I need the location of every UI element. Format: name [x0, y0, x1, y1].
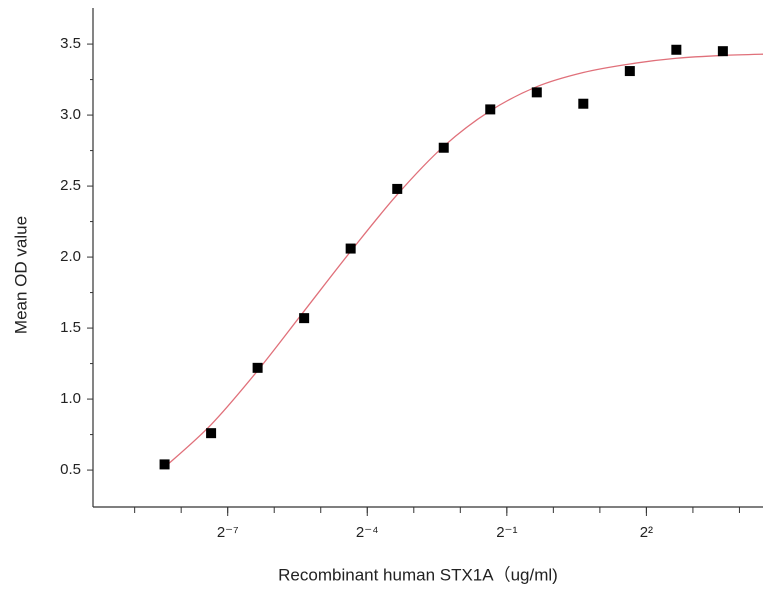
y-axis-title: Mean OD value	[11, 216, 30, 334]
data-point	[299, 313, 310, 324]
y-tick-label: 0.5	[60, 461, 81, 478]
data-point	[392, 183, 403, 194]
x-tick-label: 2⁻⁷	[217, 524, 239, 541]
data-point	[624, 66, 635, 77]
fit-curve	[164, 53, 763, 468]
x-tick-label: 2²	[640, 524, 653, 541]
y-tick-label: 2.5	[60, 177, 81, 194]
y-tick-label: 1.5	[60, 319, 81, 336]
y-tick-label: 3.5	[60, 35, 81, 52]
y-tick-label: 3.0	[60, 106, 81, 123]
data-point	[206, 428, 217, 439]
data-point	[438, 142, 449, 153]
x-tick-label: 2⁻⁴	[356, 524, 379, 541]
x-tick-label: 2⁻¹	[496, 524, 517, 541]
data-point	[717, 46, 728, 57]
data-point	[485, 104, 496, 115]
data-point	[671, 44, 682, 55]
data-point	[531, 87, 542, 98]
y-tick-label: 1.0	[60, 390, 81, 407]
y-tick-label: 2.0	[60, 248, 81, 265]
data-point	[159, 459, 170, 470]
data-point	[252, 362, 263, 373]
data-point	[345, 243, 356, 254]
x-axis-title: Recombinant human STX1A（ug/ml)	[278, 565, 558, 584]
data-point	[578, 98, 589, 109]
